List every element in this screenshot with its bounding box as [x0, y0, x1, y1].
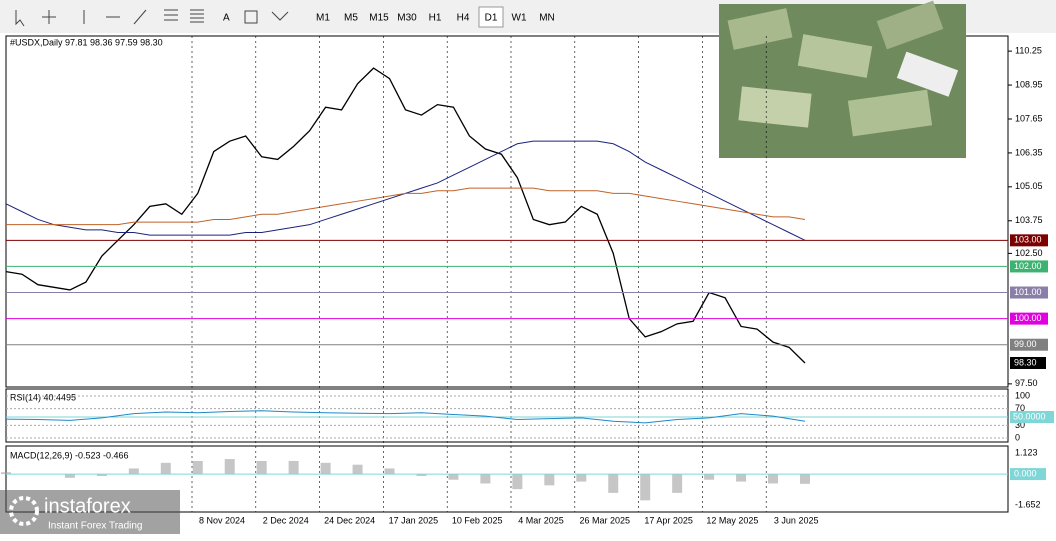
- macd-bar: [96, 474, 107, 476]
- macd-bar: [1, 472, 11, 475]
- main-panel: [5, 35, 1009, 388]
- level-box: [1010, 286, 1048, 299]
- macd-bar: [608, 474, 619, 493]
- macd-bar: [224, 459, 235, 475]
- rsi-tick-label: 0: [1015, 432, 1020, 442]
- rsi-level-box: [1010, 411, 1054, 423]
- rsi-line: [5, 410, 806, 424]
- banknote: [738, 86, 812, 128]
- macd-bar: [576, 474, 587, 482]
- x-tick-label: 3 Jun 2025: [774, 515, 819, 525]
- macd-bar: [512, 474, 523, 490]
- price-line: [5, 67, 806, 364]
- banknote: [727, 8, 793, 50]
- macd-bar: [640, 474, 651, 501]
- x-tick-label: 17 Jan 2025: [389, 515, 439, 525]
- y-tick-label: 110.25: [1015, 46, 1042, 56]
- x-tick-label: 4 Mar 2025: [518, 515, 564, 525]
- macd-bar: [352, 464, 363, 475]
- level-label: 101.00: [1014, 287, 1042, 297]
- rsi-level-label: 50.0000: [1013, 411, 1046, 421]
- active-timeframe: [478, 6, 504, 28]
- macd-bar: [288, 460, 299, 475]
- macd-bar: [160, 462, 171, 475]
- rsi-tick-label: 70: [1015, 403, 1025, 413]
- timeframe-button[interactable]: W1: [512, 13, 527, 24]
- y-tick-label: 97.50: [1015, 378, 1038, 388]
- y-tick-label: 108.95: [1015, 79, 1043, 89]
- timeframe-button[interactable]: H4: [457, 13, 470, 24]
- chart-header: #USDX,Daily 97.81 98.36 97.59 98.30: [10, 37, 163, 47]
- macd-tick-label: -1.652: [1015, 499, 1041, 509]
- logo-tagline: Instant Forex Trading: [48, 521, 143, 532]
- macd-bar: [64, 474, 75, 478]
- macd-bar: [544, 474, 555, 486]
- timeframe-button[interactable]: D1: [485, 13, 498, 24]
- level-label: 100.00: [1014, 313, 1042, 323]
- logo-name: instaforex: [44, 495, 131, 517]
- macd-bar: [320, 462, 331, 475]
- x-tick-label: 2 Dec 2024: [263, 515, 309, 525]
- x-tick-label: 24 Dec 2024: [324, 515, 375, 525]
- y-tick-label: 106.35: [1015, 147, 1043, 157]
- level-label: 99.00: [1014, 339, 1037, 349]
- banknote: [797, 34, 873, 78]
- timeframe-button[interactable]: M5: [344, 13, 358, 24]
- rsi-tick-label: 100: [1015, 390, 1030, 400]
- macd-bar: [672, 474, 683, 493]
- macd-bar: [704, 474, 715, 480]
- x-tick-label: 8 Nov 2024: [199, 515, 245, 525]
- rsi-tick-label: 30: [1015, 420, 1025, 430]
- level-box: [1010, 338, 1048, 351]
- timeframe-button[interactable]: MN: [539, 13, 555, 24]
- macd-bar: [384, 468, 395, 475]
- level-box: [1010, 312, 1048, 325]
- x-tick-label: 17 Apr 2025: [644, 515, 693, 525]
- money-image: [719, 0, 966, 158]
- timeframe-button[interactable]: M1: [316, 13, 330, 24]
- rsi-header: RSI(14) 40.4495: [10, 392, 76, 402]
- timeframe-button[interactable]: H1: [429, 13, 442, 24]
- price-line: [6, 187, 806, 226]
- macd-bar: [768, 474, 779, 484]
- banknote: [876, 0, 944, 50]
- macd-bar: [416, 474, 427, 476]
- timeframe-button[interactable]: M15: [369, 13, 389, 24]
- macd-bar: [192, 460, 203, 475]
- y-tick-label: 107.65: [1015, 113, 1043, 123]
- rsi-panel: [5, 388, 1009, 443]
- macd-tick-label: 1.123: [1015, 447, 1038, 457]
- macd-bar: [480, 474, 491, 484]
- tool-icons: [15, 9, 289, 27]
- paper-band: [896, 51, 959, 97]
- level-box: [1010, 234, 1048, 247]
- banknote: [847, 89, 933, 137]
- macd-bar: [448, 474, 459, 480]
- macd-bar: [128, 468, 139, 475]
- macd-bar: [736, 474, 747, 482]
- level-box: [1010, 260, 1048, 273]
- y-tick-label: 103.75: [1015, 215, 1043, 225]
- level-label: 103.00: [1014, 235, 1042, 245]
- macd-zero-box: [1010, 468, 1046, 481]
- x-tick-label: 26 Mar 2025: [580, 515, 631, 525]
- macd-zero-label: 0.000: [1014, 468, 1037, 478]
- level-label: 102.00: [1014, 261, 1042, 271]
- x-tick-label: 12 May 2025: [706, 515, 758, 525]
- macd-header: MACD(12,26,9) -0.523 -0.466: [10, 450, 129, 460]
- last-price-box: [1010, 356, 1046, 369]
- logo: instaforex Instant Forex Trading: [0, 490, 180, 534]
- y-tick-label: 105.05: [1015, 181, 1043, 191]
- timeframe-button[interactable]: M30: [397, 13, 417, 24]
- macd-bar: [256, 460, 267, 475]
- text-tool-icon[interactable]: A: [223, 13, 230, 24]
- macd-panel: [5, 445, 1009, 513]
- logo-icon: [9, 496, 39, 526]
- y-tick-label: 102.50: [1015, 248, 1043, 258]
- x-tick-label: 10 Feb 2025: [452, 515, 503, 525]
- macd-bar: [800, 474, 810, 484]
- label-tool-icon[interactable]: [244, 10, 258, 24]
- last-price-label: 98.30: [1014, 357, 1037, 367]
